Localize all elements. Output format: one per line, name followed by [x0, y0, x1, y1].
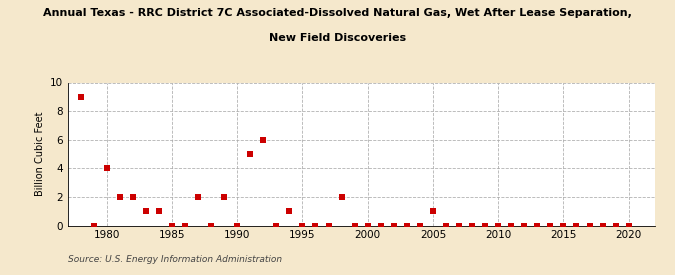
Point	[388, 223, 399, 228]
Point	[375, 223, 386, 228]
Point	[232, 223, 242, 228]
Text: New Field Discoveries: New Field Discoveries	[269, 33, 406, 43]
Point	[493, 223, 504, 228]
Text: Annual Texas - RRC District 7C Associated-Dissolved Natural Gas, Wet After Lease: Annual Texas - RRC District 7C Associate…	[43, 8, 632, 18]
Point	[101, 166, 112, 170]
Point	[206, 223, 217, 228]
Point	[454, 223, 464, 228]
Point	[597, 223, 608, 228]
Point	[140, 209, 151, 213]
Point	[519, 223, 530, 228]
Point	[114, 195, 125, 199]
Y-axis label: Billion Cubic Feet: Billion Cubic Feet	[35, 112, 45, 196]
Point	[414, 223, 425, 228]
Point	[584, 223, 595, 228]
Point	[88, 223, 99, 228]
Point	[192, 195, 203, 199]
Point	[571, 223, 582, 228]
Point	[323, 223, 334, 228]
Point	[402, 223, 412, 228]
Point	[623, 223, 634, 228]
Point	[545, 223, 556, 228]
Point	[284, 209, 295, 213]
Point	[258, 138, 269, 142]
Point	[466, 223, 477, 228]
Point	[532, 223, 543, 228]
Point	[480, 223, 491, 228]
Point	[427, 209, 438, 213]
Point	[180, 223, 190, 228]
Point	[271, 223, 281, 228]
Point	[310, 223, 321, 228]
Point	[167, 223, 178, 228]
Point	[75, 95, 86, 99]
Point	[610, 223, 621, 228]
Point	[441, 223, 452, 228]
Text: Source: U.S. Energy Information Administration: Source: U.S. Energy Information Administ…	[68, 255, 281, 264]
Point	[219, 195, 230, 199]
Point	[297, 223, 308, 228]
Point	[349, 223, 360, 228]
Point	[362, 223, 373, 228]
Point	[128, 195, 138, 199]
Point	[558, 223, 569, 228]
Point	[153, 209, 164, 213]
Point	[506, 223, 516, 228]
Point	[245, 152, 256, 156]
Point	[336, 195, 347, 199]
